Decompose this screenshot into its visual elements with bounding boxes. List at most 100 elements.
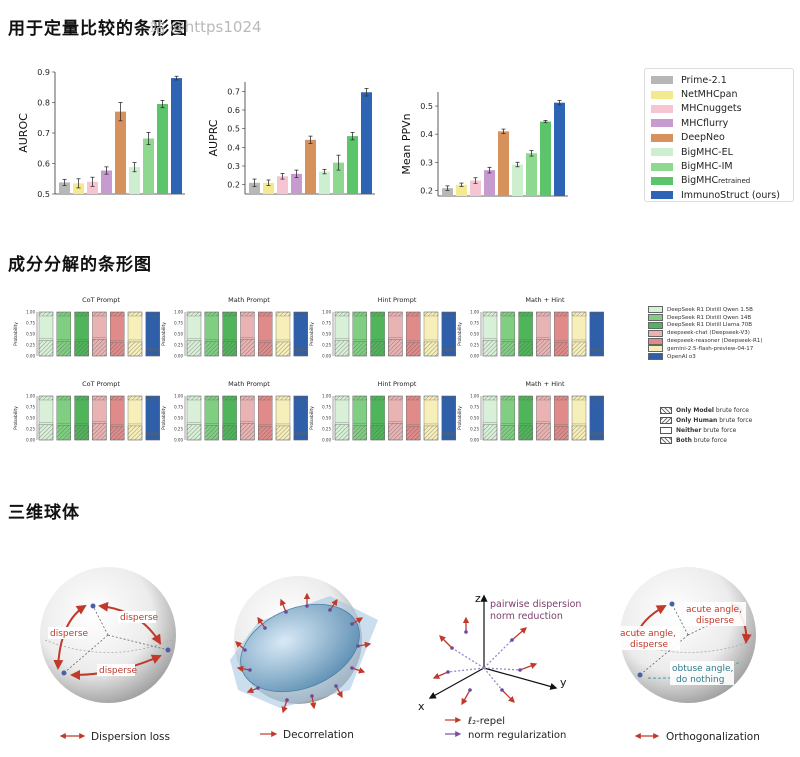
legend3-bold: Only Model (676, 406, 714, 414)
bar-bigmhc-im (526, 153, 537, 196)
panel-ytick: 1.00 (174, 310, 183, 315)
bar-bigmhc-im (333, 162, 344, 194)
bar-netmhcpan (73, 183, 84, 194)
stack-segment-upper (589, 311, 604, 357)
legend2-swatch (648, 314, 663, 322)
panel-ytick: 1.00 (322, 310, 331, 315)
stack-segment-top-hatch (334, 311, 350, 317)
panel-ylabel: Probability (309, 406, 315, 430)
panel-ytick: 1.00 (322, 394, 331, 399)
panel-ylabel: Probability (309, 322, 315, 346)
legend2-item: OpenAI o3 (648, 353, 796, 361)
panel-ytick: 0.75 (322, 405, 331, 410)
sphere4-label2a: acute angle, (686, 605, 742, 615)
legend-swatch (651, 104, 673, 113)
panel-ytick: 0.50 (174, 416, 183, 421)
stack-segment-lower (352, 425, 367, 441)
stack-segment-top-hatch (56, 395, 71, 401)
stack-segment-lower (500, 425, 515, 441)
bar-bigmhc-retrained (157, 104, 168, 194)
sphere-orthogonalization: acute angle, disperse acute angle, dispe… (618, 567, 760, 743)
panel-title: Hint Prompt (378, 380, 417, 388)
sphere-decorrelation: Decorrelation (230, 576, 378, 741)
stack-segment-lower (127, 341, 143, 357)
bar-panel-2: 0.2 0.3 0.4 0.5 Mean PPVn (400, 92, 568, 197)
legend3-item: Only Human brute force (660, 415, 798, 425)
stack-segment-lower (204, 425, 220, 441)
bar-mhcnuggets (87, 181, 98, 194)
y-tick-label: 0.7 (37, 129, 50, 138)
bar-bigmhc-el (512, 164, 523, 196)
sphere4-label2b: disperse (696, 616, 735, 626)
legend-item: BigMHC-EL (651, 145, 793, 159)
legend2-item: gemini-2.5-flash-preview-04-17 (648, 345, 796, 353)
stack-segment-top-hatch (74, 395, 89, 401)
stack-segment-top-hatch (92, 395, 107, 401)
bar-deepneo (305, 139, 316, 194)
panel-ylabel: Probability (457, 322, 463, 346)
caption-l2-repel: ℓ₂-repel (468, 716, 505, 727)
stack-segment-top-hatch (571, 311, 587, 317)
panel-ytick: 0.50 (470, 332, 479, 337)
legend3-item: Both brute force (660, 435, 798, 445)
legend3-item: Neither brute force (660, 425, 798, 435)
stack-segment-lower (74, 425, 89, 441)
stack-segment-upper (441, 395, 456, 441)
legend-methods: Prime-2.1 NetMHCpan MHCnuggets MHCflurry Dee… (644, 68, 794, 202)
stack-segment-top-hatch (240, 395, 255, 401)
stacked-panel-0: CoT Prompt Probability 0.00 0.25 0.50 0.75 1.0… (13, 296, 161, 359)
stack-segment-top-hatch (388, 311, 403, 317)
section-title-decomposition: 成分分解的条形图 (8, 255, 152, 275)
stack-segment-lower (258, 426, 273, 441)
stacked-bar-panels: CoT Prompt Probability 0.00 0.25 0.50 0.75 1.0… (13, 296, 604, 443)
panel-ytick: 0.00 (470, 438, 479, 443)
panel-ytick: 0.00 (174, 354, 183, 359)
watermark: 站 @https1024 (150, 18, 262, 36)
axis-y-label: y (560, 676, 567, 689)
stack-segment-lower (370, 341, 385, 357)
stack-segment-lower (74, 341, 89, 357)
panel-ytick: 0.50 (322, 416, 331, 421)
legend2-swatch (648, 306, 663, 314)
stack-segment-top-hatch (423, 311, 439, 317)
legend-swatch (651, 162, 673, 171)
axis-z-label: z (475, 592, 481, 605)
panel-ytick: 1.00 (26, 310, 35, 315)
legend-item: ImmunoStruct (ours) (651, 188, 793, 202)
stack-segment-top-hatch (204, 395, 219, 401)
stack-segment-top-hatch (74, 311, 89, 317)
legend-label: DeepNeo (681, 132, 725, 144)
panel-ytick: 0.00 (322, 354, 331, 359)
stack-segment-top-hatch (127, 395, 143, 401)
stack-segment-lower (441, 350, 456, 357)
panel-ytick: 0.25 (322, 427, 331, 432)
panel-ytick: 0.00 (322, 438, 331, 443)
stack-segment-top-hatch (275, 395, 291, 401)
sphere4-label3a: obtuse angle, (672, 664, 733, 674)
stack-segment-top-hatch (110, 311, 125, 317)
legend-label: BigMHC-EL (681, 146, 733, 158)
legend-item: MHCflurry (651, 116, 793, 130)
legend3-item: Only Model brute force (660, 405, 798, 415)
note-pairwise-dispersion: pairwise dispersion (490, 599, 581, 610)
legend-item: NetMHCpan (651, 87, 793, 101)
panel-ylabel: Probability (161, 322, 167, 346)
stack-segment-lower (92, 423, 107, 441)
stack-segment-lower (482, 424, 498, 441)
legend-swatch (651, 119, 673, 128)
sphere4-label1b: disperse (630, 640, 669, 650)
legend2-item: DeepSeek R1 Distill Llama 70B (648, 321, 796, 330)
legend2-swatch (648, 321, 663, 329)
bar-netmhcpan (263, 182, 274, 194)
stack-segment-top-hatch (518, 395, 533, 401)
legend3-rest: brute force (713, 406, 749, 414)
stack-segment-top-hatch (145, 395, 160, 401)
bar-bigmhc-retrained (540, 121, 551, 196)
stacked-panel-5: Math Prompt Probability 0.00 0.25 0.50 0.75 1.… (161, 380, 308, 443)
sphere-dispersion: disperse disperse disperse Dispersion lo… (40, 567, 176, 743)
stack-segment-top-hatch (571, 395, 587, 401)
stack-segment-top-hatch (186, 395, 202, 401)
stack-segment-lower (406, 342, 421, 357)
sphere1-caption: Dispersion loss (91, 731, 170, 743)
panel-ytick: 0.00 (470, 354, 479, 359)
